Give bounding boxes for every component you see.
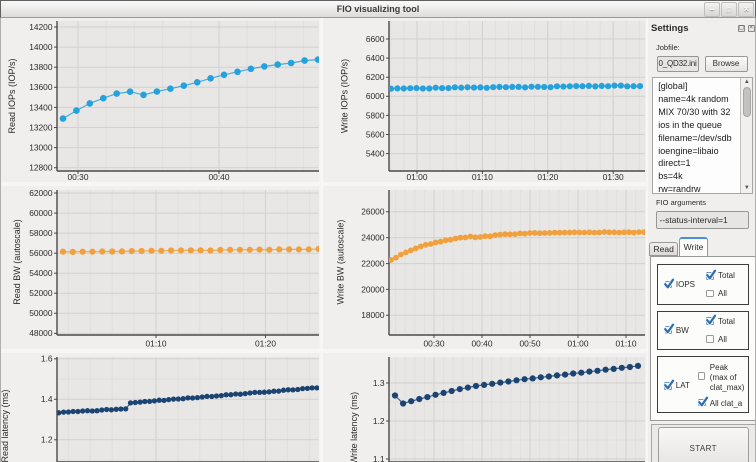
svg-text:00:40: 00:40 — [209, 172, 230, 182]
svg-text:01:20: 01:20 — [537, 172, 558, 182]
svg-text:1.2: 1.2 — [373, 416, 385, 426]
svg-text:14000: 14000 — [29, 42, 53, 52]
svg-text:12800: 12800 — [29, 163, 53, 173]
svg-text:13600: 13600 — [29, 82, 53, 92]
svg-text:22000: 22000 — [361, 259, 385, 269]
svg-text:62000: 62000 — [29, 188, 53, 198]
svg-text:01:10: 01:10 — [146, 339, 167, 349]
svg-text:13200: 13200 — [29, 122, 53, 132]
svg-text:50000: 50000 — [29, 308, 53, 318]
svg-text:48000: 48000 — [29, 328, 53, 338]
svg-text:6000: 6000 — [366, 91, 385, 101]
svg-text:13400: 13400 — [29, 102, 53, 112]
svg-text:20000: 20000 — [361, 284, 385, 294]
svg-text:18000: 18000 — [361, 310, 385, 320]
svg-text:01:20: 01:20 — [255, 339, 276, 349]
svg-text:56000: 56000 — [29, 248, 53, 258]
svg-text:52000: 52000 — [29, 288, 53, 298]
svg-text:24000: 24000 — [361, 233, 385, 243]
svg-text:Write IOPs (IOP/s): Write IOPs (IOP/s) — [340, 59, 350, 133]
svg-text:Write BW (autoscale): Write BW (autoscale) — [336, 220, 346, 305]
svg-text:00:50: 00:50 — [520, 339, 541, 349]
svg-text:Write latency (ms): Write latency (ms) — [349, 392, 359, 462]
svg-text:1.2: 1.2 — [41, 435, 53, 445]
svg-text:5400: 5400 — [366, 149, 385, 159]
svg-text:54000: 54000 — [29, 268, 53, 278]
svg-text:5800: 5800 — [366, 110, 385, 120]
svg-text:01:00: 01:00 — [407, 172, 428, 182]
svg-text:14200: 14200 — [29, 22, 53, 32]
svg-text:6600: 6600 — [366, 34, 385, 44]
svg-text:1.4: 1.4 — [41, 394, 53, 404]
svg-text:26000: 26000 — [361, 207, 385, 217]
svg-text:6200: 6200 — [366, 72, 385, 82]
svg-text:1.1: 1.1 — [373, 454, 385, 462]
svg-text:60000: 60000 — [29, 208, 53, 218]
svg-text:6400: 6400 — [366, 53, 385, 63]
svg-text:01:00: 01:00 — [568, 339, 589, 349]
svg-text:00:30: 00:30 — [424, 339, 445, 349]
svg-text:1.3: 1.3 — [373, 378, 385, 388]
svg-text:58000: 58000 — [29, 228, 53, 238]
svg-text:01:30: 01:30 — [603, 172, 624, 182]
svg-text:01:10: 01:10 — [472, 172, 493, 182]
svg-text:Read BW (autoscale): Read BW (autoscale) — [12, 219, 22, 305]
svg-text:Read IOPs (IOP/s): Read IOPs (IOP/s) — [7, 58, 17, 133]
svg-text:1.6: 1.6 — [41, 354, 53, 364]
svg-text:13000: 13000 — [29, 143, 53, 153]
svg-text:00:30: 00:30 — [68, 172, 89, 182]
svg-text:Read latency (ms): Read latency (ms) — [0, 389, 10, 462]
svg-text:5600: 5600 — [366, 129, 385, 139]
svg-text:13800: 13800 — [29, 62, 53, 72]
svg-text:00:40: 00:40 — [472, 339, 493, 349]
svg-text:01:10: 01:10 — [616, 339, 637, 349]
